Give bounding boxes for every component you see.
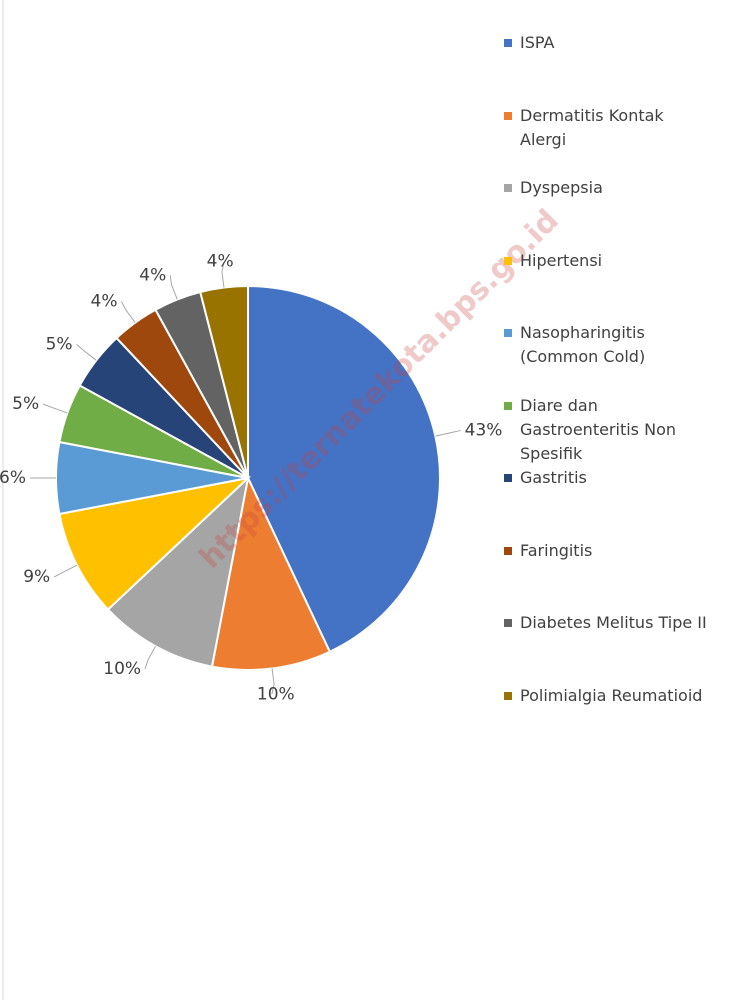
leader-line [221, 261, 225, 288]
legend-label: Nasopharingitis (Common Cold) [520, 323, 646, 366]
leader-line [144, 646, 156, 670]
slice [106, 475, 250, 668]
legend-label: Hipertensi [520, 250, 603, 270]
slice [210, 474, 332, 671]
legend-swatch [504, 256, 512, 265]
legend-swatch [504, 619, 512, 627]
legend-swatch [504, 111, 512, 120]
legend-item: Gastritis [504, 466, 714, 490]
legend-swatch [504, 474, 512, 482]
legend-item: ISPA [504, 31, 714, 55]
data-label: 5% [46, 334, 73, 354]
legend-label: Dermatitis Kontak Alergi [520, 105, 664, 149]
legend-swatch [504, 329, 512, 337]
legend-label: Gastritis [520, 468, 587, 487]
data-label: 4% [139, 265, 166, 285]
data-label: 9% [23, 567, 50, 587]
data-label: 10% [103, 659, 141, 679]
legend-item: Nasopharingitis (Common Cold) [504, 321, 714, 369]
legend-item: Dyspepsia [504, 176, 714, 200]
legend-item: Diare dan Gastroenteritis Non Spesifik [504, 394, 714, 466]
legend-label: ISPA [520, 33, 555, 52]
data-label: 5% [12, 394, 39, 414]
data-label: 10% [257, 684, 295, 704]
data-label: 6% [0, 468, 26, 488]
legend-label: Polimialgia Reumatioid [520, 685, 703, 705]
data-label: 4% [91, 292, 118, 312]
slice [247, 284, 441, 654]
legend-swatch [504, 546, 512, 555]
legend-label: Diare dan Gastroenteritis Non Spesifik [520, 395, 676, 463]
leader-line [271, 668, 275, 695]
legend-label: Faringitis [520, 540, 593, 560]
legend-item: Hipertensi [504, 249, 714, 273]
legend-item: Dermatitis Kontak Alergi [504, 104, 714, 152]
legend-swatch [504, 39, 512, 47]
leader-line [169, 275, 178, 300]
legend-swatch [504, 691, 512, 700]
slice [58, 476, 252, 611]
legend-label: Dyspepsia [520, 178, 603, 197]
legend-item: Polimialgia Reumatioid [504, 684, 714, 708]
leader-line [42, 403, 68, 414]
leader-line [121, 301, 136, 323]
legend-item: Faringitis [504, 539, 714, 563]
leader-line [76, 344, 97, 361]
slice [199, 284, 249, 479]
data-label: 43% [465, 420, 503, 440]
data-label: 4% [207, 252, 234, 272]
legend-item: Diabetes Melitus Tipe II [504, 611, 714, 635]
leader-line [53, 564, 78, 578]
legend-label: Diabetes Melitus Tipe II [520, 613, 707, 632]
legend-swatch [504, 184, 512, 192]
leader-line [435, 429, 461, 437]
legend-swatch [504, 401, 512, 410]
